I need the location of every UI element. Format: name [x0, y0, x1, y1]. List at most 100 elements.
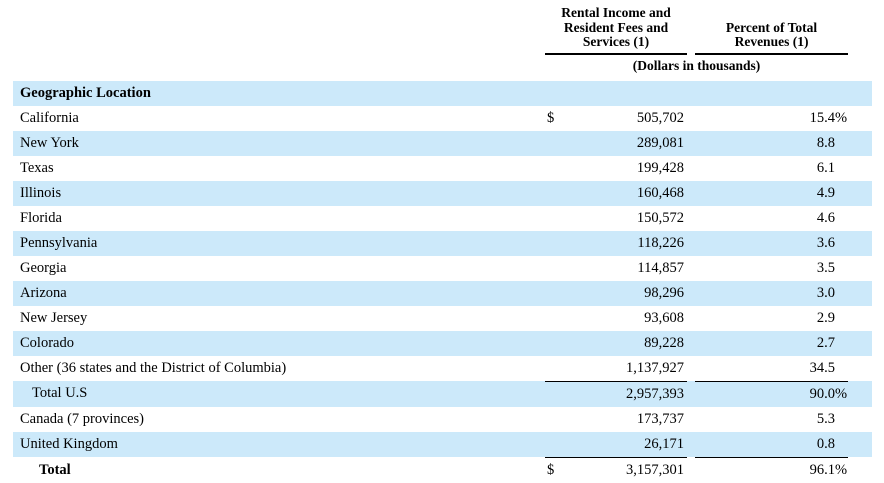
- amount-value: 160,468: [567, 180, 688, 206]
- percent-column-header: Percent of Total Revenues (1): [695, 0, 849, 55]
- row-label: New Jersey: [20, 309, 88, 326]
- row-label: Texas: [20, 159, 54, 176]
- dollar-sign: [545, 280, 567, 306]
- section-header-row: Geographic Location: [13, 80, 873, 106]
- percent-value: 2.9: [816, 309, 836, 326]
- row-label: Other (36 states and the District of Col…: [20, 359, 287, 376]
- dollar-sign: [545, 206, 567, 231]
- dollar-sign: [545, 180, 567, 206]
- row-label: Colorado: [13, 330, 545, 356]
- percent-value: 4.6: [816, 209, 836, 226]
- units-pad: [848, 54, 872, 81]
- table-row: Texas 199,428 6.1: [13, 156, 872, 181]
- percent-header-line-1: Percent of Total: [725, 19, 818, 35]
- percent-value: 8.8: [695, 130, 836, 156]
- dollar-sign: [545, 330, 567, 356]
- amount-value: 114,857: [637, 259, 685, 276]
- gap-cell: [687, 306, 695, 331]
- subtotal-row: Total U.S 2,957,393 90.0 %: [13, 381, 873, 407]
- percent-sign: [835, 407, 848, 432]
- percent-sign: [835, 180, 849, 206]
- amount-value: 173,737: [636, 410, 685, 427]
- table-row: Georgia 114,857 3.5: [13, 256, 872, 281]
- percent-value: 3.6: [695, 230, 836, 256]
- percent-sign: [835, 230, 849, 256]
- units-note: (Dollars in thousands): [632, 57, 761, 73]
- dollar-sign: [545, 355, 567, 382]
- dollar-sign: [545, 306, 567, 331]
- gap-cell: [687, 256, 695, 281]
- percent-value: 90.0: [695, 381, 836, 407]
- percent-sign: %: [835, 109, 848, 126]
- amount-value: 199,428: [636, 159, 685, 176]
- dollar-sign: [545, 381, 567, 407]
- amount-value: 3,157,301: [567, 457, 688, 483]
- amount-value: 118,226: [567, 230, 688, 256]
- amount-value: 2,957,393: [567, 381, 688, 407]
- row-label: Total U.S: [13, 381, 545, 407]
- pad-cell: [848, 230, 873, 256]
- row-label: Pennsylvania: [13, 230, 545, 256]
- percent-value: 5.3: [816, 410, 836, 427]
- table-row: Arizona 98,296 3.0: [13, 280, 873, 306]
- amount-value: 1,137,927: [567, 355, 688, 382]
- gap-cell: [687, 280, 696, 306]
- gap-cell: [687, 206, 695, 231]
- pad-cell: [848, 106, 872, 131]
- dollar-sign: [545, 431, 567, 458]
- pad-cell: [848, 280, 873, 306]
- amount-column-header: Rental Income and Resident Fees and Serv…: [545, 0, 688, 55]
- percent-sign: [835, 280, 849, 306]
- percent-sign: [835, 156, 848, 181]
- dollar-sign: [545, 130, 567, 156]
- amount-value: 93,608: [644, 309, 685, 326]
- amount-header-line-3: Services (1): [582, 34, 650, 49]
- pad-cell: [848, 330, 873, 356]
- column-header-row: Rental Income and Resident Fees and Serv…: [13, 0, 872, 55]
- table-row: California $ 505,702 15.4 %: [13, 106, 872, 131]
- row-label: Arizona: [13, 280, 545, 306]
- right-padding: [848, 0, 872, 54]
- gap-cell: [687, 356, 695, 382]
- amount-value: 289,081: [567, 130, 688, 156]
- section-title: Geographic Location: [13, 80, 873, 106]
- table-row: Canada (7 provinces) 173,737 5.3: [13, 407, 872, 432]
- grand-total-row: Total $ 3,157,301 96.1 %: [13, 457, 872, 483]
- percent-value: 4.9: [695, 180, 836, 206]
- percent-value: 96.1: [695, 457, 836, 483]
- percent-value: 34.5: [695, 355, 836, 382]
- pad-cell: [848, 180, 873, 206]
- table-row: New York 289,081 8.8: [13, 130, 873, 156]
- table-row: Illinois 160,468 4.9: [13, 180, 873, 206]
- gap-cell: [687, 180, 696, 206]
- label-column-header-spacer: [13, 0, 545, 54]
- amount-value: 505,702: [636, 109, 685, 126]
- percent-value: 3.0: [695, 280, 836, 306]
- table-row: United Kingdom 26,171 0.8: [13, 431, 873, 458]
- pad-cell: [848, 407, 872, 432]
- percent-header-line-2: Revenues (1): [734, 34, 809, 49]
- row-label: Georgia: [20, 259, 67, 276]
- dollar-sign: [545, 230, 567, 256]
- table-row: Pennsylvania 118,226 3.6: [13, 230, 873, 256]
- gap-cell: [687, 106, 695, 131]
- dollar-sign: $: [547, 109, 555, 126]
- percent-sign: [835, 130, 849, 156]
- percent-value: 3.5: [816, 259, 836, 276]
- table-row: New Jersey 93,608 2.9: [13, 306, 872, 331]
- gap-cell: [687, 156, 695, 181]
- pad-cell: [848, 457, 872, 483]
- gap-cell: [687, 130, 696, 156]
- percent-sign: [835, 306, 848, 331]
- pad-cell: [848, 156, 872, 181]
- gap-cell: [687, 330, 696, 356]
- gap-cell: [687, 431, 696, 457]
- row-label: Illinois: [13, 180, 545, 206]
- percent-value: 2.7: [695, 330, 836, 356]
- percent-sign: %: [835, 381, 849, 407]
- percent-value: 15.4: [809, 109, 836, 126]
- percent-sign: %: [835, 457, 849, 483]
- percent-sign: [835, 431, 849, 458]
- percent-sign: [835, 355, 849, 382]
